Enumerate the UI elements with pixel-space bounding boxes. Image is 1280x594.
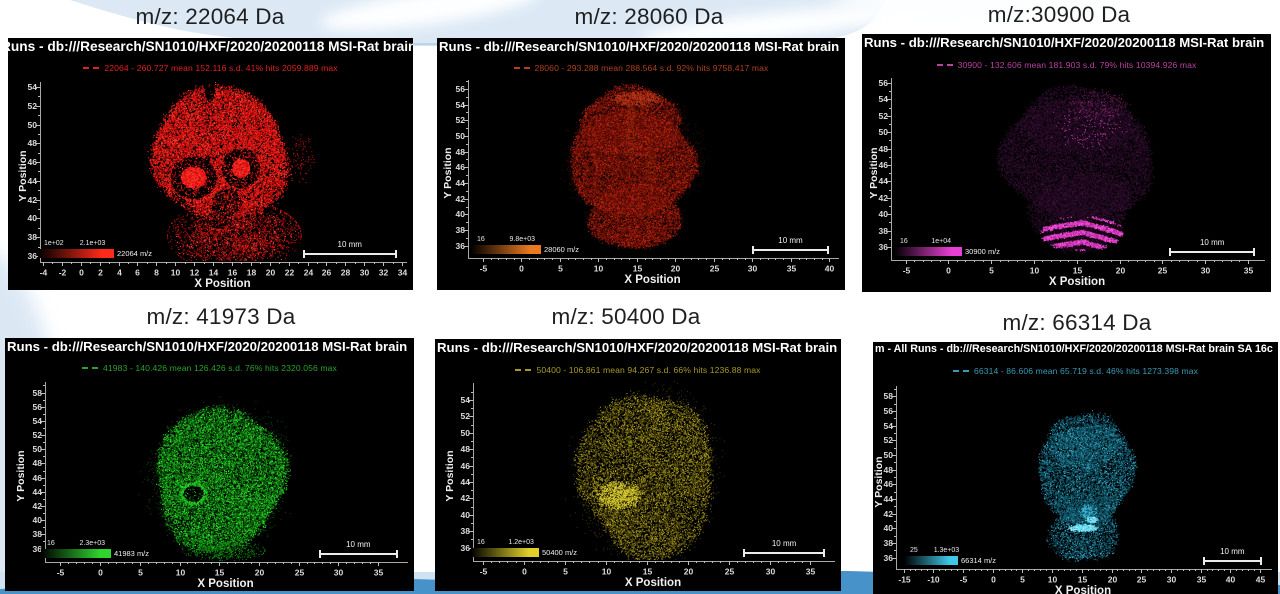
x-axis-title: X Position <box>624 577 682 589</box>
legend-line-marker <box>936 64 953 66</box>
colorbar-max-value: 2.1e+03 <box>79 240 106 247</box>
scale-bar-label: 10 mm <box>771 539 797 548</box>
ion-image-plot <box>5 338 414 591</box>
panel-heading: m/z:30900 Da <box>987 2 1131 27</box>
msi-image-panel: Runs - db:///Research/SN1010/HXF/2020/20… <box>437 38 845 290</box>
colorbar-mz-label: 41983 m/z <box>114 548 150 558</box>
scale-bar <box>752 246 829 254</box>
colorbar-min-value: 16 <box>47 540 55 547</box>
top-swoosh-band <box>70 0 1130 46</box>
series-legend: 66314 - 86.606 mean 65.719 s.d. 46% hits… <box>873 366 1278 376</box>
colorbar-mz-label: 22064 m/z <box>117 248 153 258</box>
y-axis-title: Y Position <box>868 147 880 199</box>
window-title: Runs - db:///Research/SN1010/HXF/2020/20… <box>8 39 413 54</box>
scale-bar-label: 10 mm <box>1199 238 1225 247</box>
colorbar-max-value: 9.8e+03 <box>509 236 536 243</box>
colorbar-mz-label: 66314 m/z <box>961 555 997 565</box>
intensity-colorbar <box>471 548 539 557</box>
series-legend: 30900 - 132.606 mean 181.903 s.d. 79% hi… <box>862 60 1271 70</box>
colorbar-mz-label: 30900 m/z <box>965 246 1001 256</box>
msi-image-panel: Runs - db:///Research/SN1010/HXF/2020/20… <box>862 34 1271 292</box>
x-axis-title: X Position <box>1054 585 1112 594</box>
y-axis-title: Y Position <box>17 150 29 202</box>
x-axis-title: X Position <box>197 578 254 590</box>
colorbar-min-value: 16 <box>477 236 485 243</box>
scale-bar <box>318 550 399 558</box>
colorbar-mz-label: 28060 m/z <box>544 244 580 254</box>
window-title: Runs - db:///Research/SN1010/HXF/2020/20… <box>864 35 1265 50</box>
intensity-colorbar <box>904 556 958 565</box>
scale-bar-label: 10 mm <box>778 236 803 245</box>
legend-line-marker <box>83 67 100 69</box>
window-title: Runs - db:///Research/SN1010/HXF/2020/20… <box>439 39 840 54</box>
legend-stats-text: 50400 - 106.861 mean 94.267 s.d. 66% hit… <box>536 365 761 375</box>
colorbar-min-value: 16 <box>477 539 485 546</box>
panel-heading: m/z: 22064 Da <box>135 4 285 29</box>
msi-image-panel: Runs - db:///Research/SN1010/HXF/2020/20… <box>5 338 414 591</box>
legend-line-marker <box>513 67 530 69</box>
legend-stats-text: 66314 - 86.606 mean 65.719 s.d. 46% hits… <box>973 366 1199 376</box>
scale-bar <box>1169 248 1255 256</box>
x-axis-title: X Position <box>194 278 251 290</box>
scale-bar-label: 10 mm <box>337 240 362 249</box>
panel-heading: m/z: 50400 Da <box>551 304 701 329</box>
y-axis-title: Y Position <box>442 147 454 199</box>
panel-heading: m/z: 41973 Da <box>146 304 296 329</box>
scale-bar <box>743 549 825 557</box>
colorbar-min-value: 25 <box>910 547 918 554</box>
window-title: m - All Runs - db:///Research/SN1010/HXF… <box>875 343 1273 355</box>
scale-bar-label: 10 mm <box>346 540 371 549</box>
legend-stats-text: 22064 - 260.727 mean 152.116 s.d. 41% hi… <box>104 63 338 73</box>
y-axis-title: Y Position <box>444 450 456 502</box>
panel-heading: m/z: 28060 Da <box>574 4 724 29</box>
colorbar-max-value: 1e+04 <box>931 238 952 245</box>
msi-image-panel: Runs - db:///Research/SN1010/HXF/2020/20… <box>435 339 841 591</box>
x-axis-title: X Position <box>624 274 681 286</box>
intensity-colorbar <box>38 249 114 258</box>
colorbar-mz-label: 50400 m/z <box>542 547 578 557</box>
y-axis-title: Y Position <box>873 455 885 508</box>
colorbar-min-value: 16 <box>900 238 908 245</box>
msi-image-panel: m - All Runs - db:///Research/SN1010/HXF… <box>873 342 1278 594</box>
series-legend: 41983 - 140.426 mean 126.426 s.d. 76% hi… <box>5 363 414 373</box>
msi-image-panel: Runs - db:///Research/SN1010/HXF/2020/20… <box>8 38 413 290</box>
y-axis-title: Y Position <box>15 450 27 502</box>
colorbar-max-value: 2.3e+03 <box>79 540 106 547</box>
ion-image-plot <box>8 38 413 290</box>
intensity-colorbar <box>894 247 962 256</box>
window-title: Runs - db:///Research/SN1010/HXF/2020/20… <box>437 340 838 355</box>
scale-bar <box>302 250 398 258</box>
intensity-colorbar <box>471 245 541 254</box>
legend-line-marker <box>82 367 99 369</box>
legend-stats-text: 41983 - 140.426 mean 126.426 s.d. 76% hi… <box>103 363 337 373</box>
legend-stats-text: 28060 - 293.288 mean 288.564 s.d. 92% hi… <box>534 63 769 73</box>
series-legend: 50400 - 106.861 mean 94.267 s.d. 66% hit… <box>435 365 841 375</box>
colorbar-max-value: 1.3e+03 <box>933 547 960 554</box>
scale-bar <box>1202 557 1263 565</box>
series-legend: 28060 - 293.288 mean 288.564 s.d. 92% hi… <box>437 63 845 73</box>
colorbar-max-value: 1.2e+03 <box>508 539 534 546</box>
x-axis-title: X Position <box>1048 276 1106 288</box>
panel-heading: m/z: 66314 Da <box>1002 310 1152 335</box>
legend-stats-text: 30900 - 132.606 mean 181.903 s.d. 79% hi… <box>957 60 1197 70</box>
legend-line-marker <box>515 369 532 371</box>
window-title: Runs - db:///Research/SN1010/HXF/2020/20… <box>7 339 408 354</box>
colorbar-min-value: 1e+02 <box>44 240 64 247</box>
scale-bar-label: 10 mm <box>1220 547 1245 556</box>
ion-image-plot <box>873 342 1278 594</box>
legend-line-marker <box>952 370 969 372</box>
intensity-colorbar <box>41 549 111 558</box>
series-legend: 22064 - 260.727 mean 152.116 s.d. 41% hi… <box>8 63 413 73</box>
